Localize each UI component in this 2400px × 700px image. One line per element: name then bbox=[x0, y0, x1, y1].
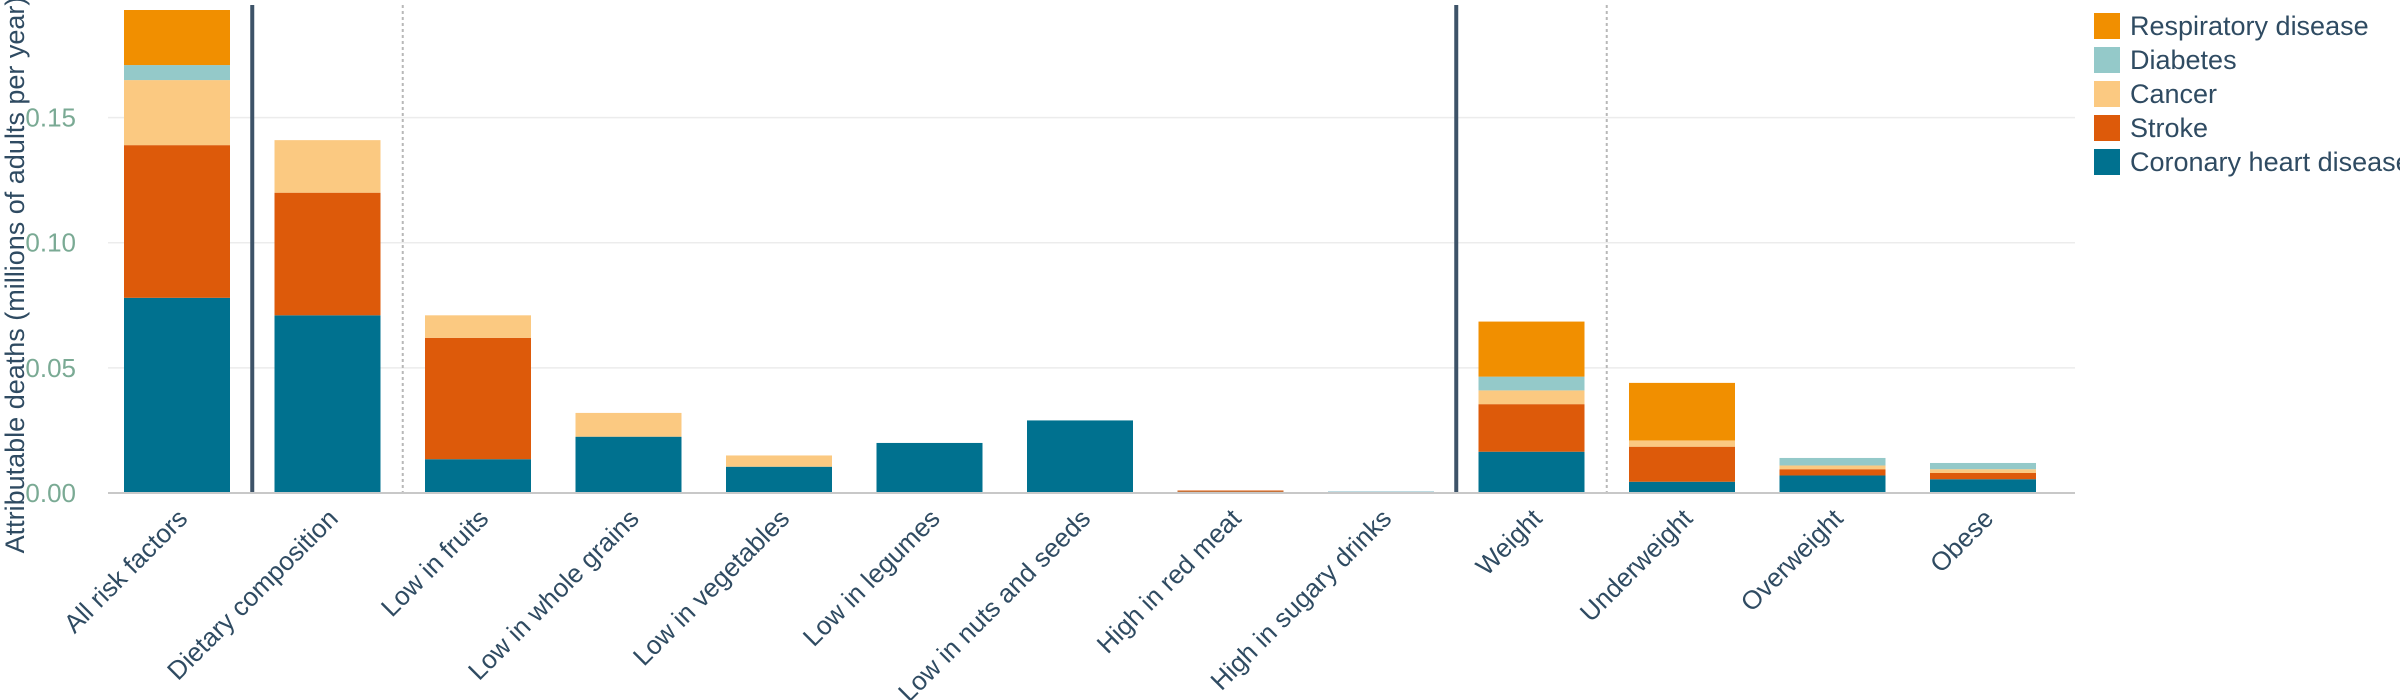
bar-segment-7-1[interactable] bbox=[1177, 490, 1284, 492]
bar-segment-1-1[interactable] bbox=[274, 192, 381, 316]
bar-segment-9-1[interactable] bbox=[1478, 404, 1585, 452]
bar-segment-6-0[interactable] bbox=[1027, 420, 1133, 493]
bar-segment-11-0[interactable] bbox=[1779, 475, 1886, 493]
y-tick-label-0: 0.00 bbox=[25, 478, 76, 508]
bar-segment-9-4[interactable] bbox=[1478, 321, 1585, 377]
bar-segment-9-2[interactable] bbox=[1478, 390, 1585, 405]
legend-label-4: Coronary heart disease bbox=[2130, 147, 2400, 177]
bar-segment-1-0[interactable] bbox=[274, 315, 381, 493]
legend-swatch-2 bbox=[2094, 81, 2120, 107]
bar-segment-12-2[interactable] bbox=[1930, 469, 2036, 473]
bar-segment-11-2[interactable] bbox=[1779, 465, 1886, 470]
bar-segment-0-3[interactable] bbox=[124, 65, 230, 81]
bar-segment-12-1[interactable] bbox=[1930, 472, 2036, 480]
bar-segment-10-1[interactable] bbox=[1629, 446, 1735, 482]
legend-label-1: Diabetes bbox=[2130, 45, 2237, 75]
x-category-label-4: Low in vegetables bbox=[627, 503, 795, 671]
bar-segment-11-1[interactable] bbox=[1779, 469, 1886, 476]
bar-segment-12-0[interactable] bbox=[1930, 479, 2036, 493]
bar-segment-3-0[interactable] bbox=[575, 436, 682, 493]
legend-swatch-4 bbox=[2094, 149, 2120, 175]
legend-swatch-0 bbox=[2094, 13, 2120, 39]
bar-segment-10-0[interactable] bbox=[1629, 481, 1735, 493]
bar-segment-2-2[interactable] bbox=[425, 315, 531, 338]
bar-segment-2-0[interactable] bbox=[425, 459, 531, 493]
separator-layer bbox=[250, 5, 1608, 493]
legend-label-0: Respiratory disease bbox=[2130, 11, 2369, 41]
x-category-label-0: All risk factors bbox=[58, 503, 194, 639]
bar-segment-9-3[interactable] bbox=[1478, 376, 1585, 391]
bar-segment-0-4[interactable] bbox=[124, 10, 230, 66]
x-category-label-3: Low in whole grains bbox=[462, 503, 645, 686]
y-axis-title: Attributable deaths (millions of adults … bbox=[0, 0, 30, 553]
bar-segment-10-2[interactable] bbox=[1629, 440, 1735, 447]
y-tick-label-2: 0.10 bbox=[25, 228, 76, 258]
x-category-label-11: Overweight bbox=[1735, 502, 1850, 617]
bar-segment-11-3[interactable] bbox=[1779, 457, 1886, 466]
x-category-label-5: Low in legumes bbox=[797, 503, 946, 652]
legend-swatch-1 bbox=[2094, 47, 2120, 73]
x-category-label-1: Dietary composition bbox=[161, 503, 344, 686]
x-category-label-12: Obese bbox=[1924, 503, 1999, 578]
legend: Respiratory disease Diabetes Cancer Stroke C… bbox=[2094, 11, 2400, 177]
bar-segment-0-1[interactable] bbox=[124, 145, 230, 298]
bar-segment-0-0[interactable] bbox=[124, 297, 230, 493]
bar-segment-4-2[interactable] bbox=[726, 455, 832, 467]
x-category-label-2: Low in fruits bbox=[375, 503, 494, 622]
legend-swatch-3 bbox=[2094, 115, 2120, 141]
bar-segment-2-1[interactable] bbox=[425, 337, 531, 460]
y-tick-label-3: 0.15 bbox=[25, 103, 76, 133]
bar-segment-5-0[interactable] bbox=[876, 442, 983, 493]
bar-segment-3-2[interactable] bbox=[575, 412, 682, 437]
y-tick-labels: 0.00 0.05 0.10 0.15 bbox=[25, 103, 76, 508]
x-category-label-7: High in red meat bbox=[1091, 502, 1248, 659]
bar-segment-4-0[interactable] bbox=[726, 466, 832, 493]
bar-segment-0-2[interactable] bbox=[124, 80, 230, 146]
bar-segment-12-3[interactable] bbox=[1930, 462, 2036, 470]
legend-label-2: Cancer bbox=[2130, 79, 2217, 109]
bar-segment-9-0[interactable] bbox=[1478, 451, 1585, 493]
bar-segment-10-4[interactable] bbox=[1629, 382, 1735, 441]
bars-layer bbox=[124, 10, 2036, 493]
bar-segment-1-2[interactable] bbox=[274, 140, 381, 193]
x-category-label-9: Weight bbox=[1470, 502, 1549, 581]
y-tick-label-1: 0.05 bbox=[25, 353, 76, 383]
x-category-label-10: Underweight bbox=[1574, 502, 1699, 627]
legend-label-3: Stroke bbox=[2130, 113, 2208, 143]
